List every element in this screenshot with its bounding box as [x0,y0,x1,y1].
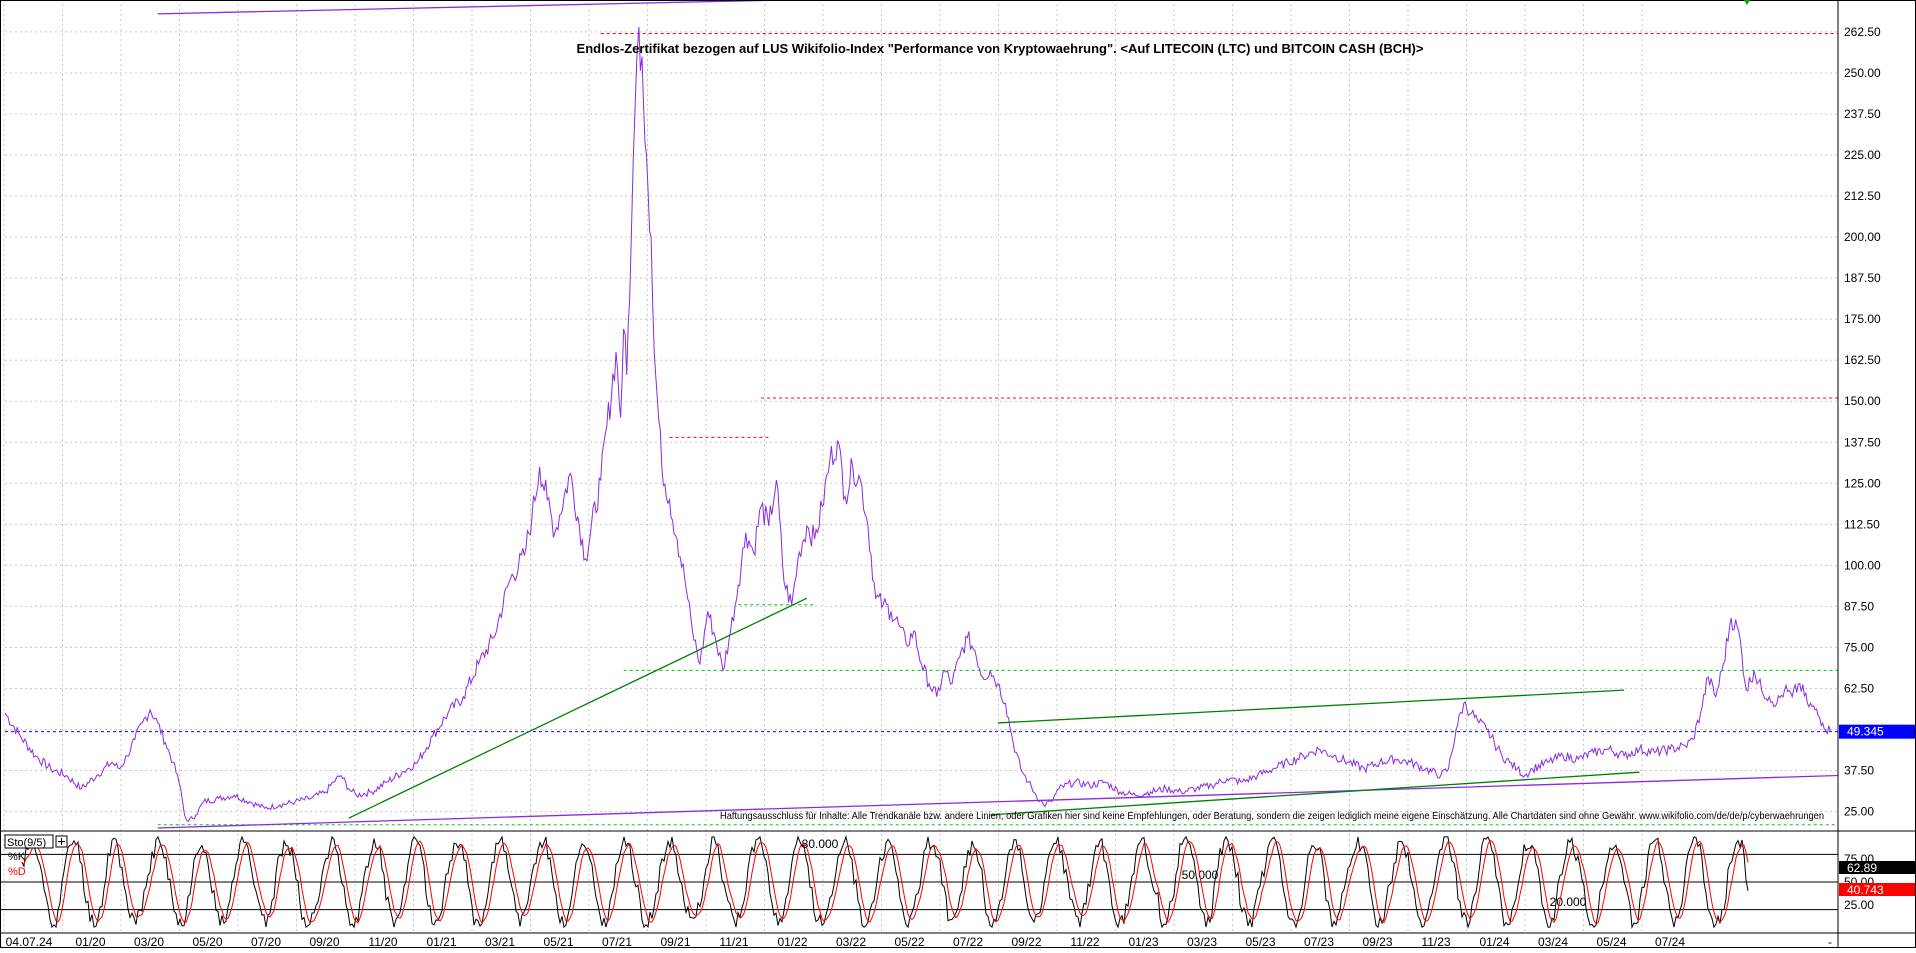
y-tick-label: 75.00 [1844,640,1874,654]
oscillator-level-label: 80.000 [802,837,839,851]
x-tick-label: 09/22 [1011,935,1041,948]
y-tick-label: 150.00 [1844,394,1881,408]
x-tick-label: 05/24 [1596,935,1626,948]
plus-icon [58,838,65,845]
x-tick-label: 05/21 [543,935,573,948]
k-value-badge [1839,861,1915,874]
grid-layer [3,4,1838,933]
y-tick-label: 125.00 [1844,476,1881,490]
d-legend-label: %D [8,866,26,878]
x-tick-label: 03/21 [485,935,515,948]
y-tick-label: 200.00 [1844,230,1881,244]
x-tick-label: 07/24 [1655,935,1685,948]
oscillator-y-tick: 25.00 [1844,898,1874,912]
x-tick-label: 09/21 [660,935,690,948]
x-tick-label: 05/20 [192,935,222,948]
d-value-badge [1839,883,1915,896]
y-tick-label: 250.00 [1844,66,1881,80]
x-tick-label: 07/21 [602,935,632,948]
trendline [348,597,808,819]
x-tick-label: 03/20 [134,935,164,948]
chart-title: Endlos-Zertifikat bezogen auf LUS Wikifo… [577,41,1424,56]
y-tick-label: 137.50 [1844,435,1881,449]
x-tick-label: 04.07.24 [6,935,53,948]
oscillator-label: Sto(9/5) [7,837,46,849]
stochastic-k-line [21,835,1749,929]
x-tick-label: 11/20 [368,935,397,948]
y-tick-label: 175.00 [1844,312,1881,326]
x-tick-label: 05/23 [1245,935,1275,948]
trendline [997,689,1625,724]
disclaimer-text: Haftungsausschluss für Inhalte: Alle Tre… [720,811,1824,822]
y-tick-label: 87.50 [1844,599,1874,613]
x-tick-label: 11/21 [719,935,748,948]
level-layer [5,33,1838,826]
y-tick-label: 37.50 [1844,764,1874,778]
d-value-label: 40.743 [1847,883,1884,897]
marker-icon [1744,0,1750,5]
y-tick-label: 25.00 [1844,805,1874,819]
x-tick-label: 11/23 [1421,935,1450,948]
k-value-label: 62.89 [1847,861,1877,875]
scroll-arrow-icon[interactable]: - [1828,935,1832,949]
x-tick-label: 05/22 [894,935,924,948]
x-tick-label: 11/22 [1070,935,1099,948]
x-tick-label: 07/20 [251,935,281,948]
trendline [990,771,1640,816]
price-series-line [4,26,1831,823]
y-tick-label: 100.00 [1844,558,1881,572]
x-tick-label: 07/22 [953,935,983,948]
y-tick-label: 212.50 [1844,189,1881,203]
x-tick-label: 01/22 [777,935,807,948]
series-layer [4,26,1831,823]
x-tick-label: 07/23 [1304,935,1334,948]
y-tick-label: 187.50 [1844,271,1881,285]
trendline [157,774,1839,829]
stochastic-d-line [21,839,1749,925]
y-tick-label: 262.50 [1844,25,1881,39]
x-tick-label: 03/23 [1187,935,1217,948]
last-value-label: 49.345 [1847,725,1884,739]
x-tick-label: 01/20 [75,935,105,948]
x-tick-label: 01/21 [426,935,456,948]
k-legend-label: %K [8,851,26,863]
y-tick-label: 225.00 [1844,148,1881,162]
last-value-badge [1839,724,1915,739]
y-tick-label: 62.50 [1844,681,1874,695]
y-tick-label: 162.50 [1844,353,1881,367]
y-tick-label: 237.50 [1844,107,1881,121]
oscillator-label-box [4,834,54,849]
y-tick-label: 112.50 [1844,517,1880,531]
x-tick-label: 09/20 [309,935,339,948]
oscillator-panel: 80.00050.00020.00075.0050.0025.00Sto(9/5… [0,834,1915,929]
x-tick-label: 01/23 [1128,935,1158,948]
x-tick-label: 03/22 [836,935,866,948]
x-tick-label: 01/24 [1479,935,1509,948]
x-tick-label: 09/23 [1362,935,1392,948]
x-tick-label: 03/24 [1538,935,1568,948]
